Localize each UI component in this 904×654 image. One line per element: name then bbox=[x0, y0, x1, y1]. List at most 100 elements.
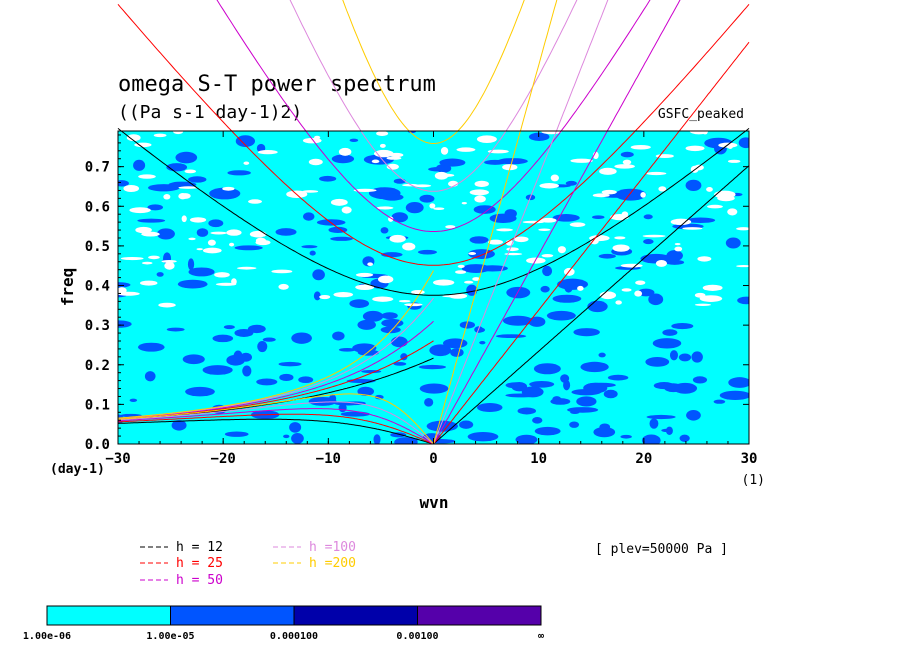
field-blob-medium bbox=[565, 180, 577, 186]
field-blob-medium bbox=[450, 348, 464, 357]
field-blob-medium bbox=[534, 426, 561, 436]
field-blob-medium bbox=[380, 227, 389, 234]
curve-h12-rossby bbox=[118, 418, 434, 444]
field-blob-medium bbox=[643, 214, 653, 220]
field-blob-medium bbox=[278, 361, 302, 367]
field-blob-medium bbox=[467, 431, 499, 442]
field-blob-low bbox=[432, 279, 455, 286]
field-blob-medium bbox=[692, 376, 708, 384]
field-blob-low bbox=[469, 189, 489, 196]
field-blob-medium bbox=[177, 279, 208, 289]
field-blob-medium bbox=[598, 253, 616, 259]
field-blob-low bbox=[614, 164, 635, 169]
x-tick-label: 10 bbox=[530, 451, 547, 467]
field-blob-low bbox=[389, 152, 404, 158]
x-axis: −30 −20 −10 0 10 20 30 bbox=[105, 131, 757, 467]
field-blob-low bbox=[402, 183, 419, 187]
field-blob-low bbox=[612, 244, 630, 252]
field-blob-medium bbox=[585, 382, 616, 388]
field-blob-medium bbox=[156, 272, 164, 277]
colorbar-bin bbox=[293, 605, 418, 626]
field-blob-medium bbox=[540, 285, 550, 293]
field-blob-low bbox=[487, 149, 509, 154]
field-blob-medium bbox=[725, 237, 741, 249]
chart-title: omega S-T power spectrum bbox=[118, 72, 436, 97]
field-blob-medium bbox=[156, 228, 175, 240]
field-blob-medium bbox=[533, 363, 561, 375]
field-blob-medium bbox=[390, 336, 408, 348]
field-blob-medium bbox=[567, 407, 599, 413]
y-unit-label: (day-1) bbox=[50, 462, 105, 477]
field-blob-medium bbox=[479, 340, 486, 345]
field-blob-medium bbox=[256, 378, 278, 386]
field-blob-low bbox=[184, 169, 197, 174]
field-blob-low bbox=[372, 296, 394, 302]
x-tick-label: −30 bbox=[105, 451, 130, 467]
field-blob-low bbox=[496, 228, 514, 232]
field-blob-medium bbox=[291, 432, 304, 444]
field-blob-medium bbox=[419, 383, 449, 394]
field-blob-low bbox=[163, 194, 171, 200]
field-blob-low bbox=[538, 228, 551, 231]
field-blob-low bbox=[189, 217, 207, 223]
field-blob-low bbox=[630, 144, 651, 150]
field-blob-low bbox=[398, 299, 411, 303]
field-blob-medium bbox=[649, 418, 659, 429]
field-blob-medium bbox=[563, 379, 571, 391]
field-blob-medium bbox=[587, 300, 608, 313]
field-blob-medium bbox=[129, 398, 138, 402]
field-blob-medium bbox=[466, 284, 478, 296]
curve-h12-kelvin bbox=[433, 165, 750, 444]
field-blob-medium bbox=[424, 398, 434, 407]
field-blob-medium bbox=[209, 187, 241, 200]
field-blob-low bbox=[672, 220, 684, 225]
field-blob-medium bbox=[719, 390, 749, 400]
field-blob-medium bbox=[532, 416, 543, 424]
field-blob-low bbox=[376, 206, 394, 210]
field-blob-low bbox=[153, 133, 167, 138]
curve-h25-rossby bbox=[118, 413, 434, 444]
field-blob-medium bbox=[603, 389, 618, 399]
field-blob-medium bbox=[515, 434, 538, 444]
field-blob-low bbox=[539, 183, 560, 189]
field-blob-low bbox=[717, 195, 735, 202]
field-blob-medium bbox=[418, 364, 447, 370]
field-blob-low bbox=[592, 193, 610, 198]
field-blob-low bbox=[210, 231, 228, 235]
field-blob-low bbox=[161, 259, 177, 263]
x-tick-label: −20 bbox=[211, 451, 236, 467]
field-blob-medium bbox=[312, 269, 325, 281]
legend-label: h = 25 bbox=[176, 556, 223, 571]
field-blob-medium bbox=[212, 334, 234, 343]
field-blob-low bbox=[727, 159, 741, 163]
field-blob-medium bbox=[275, 228, 297, 236]
field-blob-medium bbox=[592, 215, 605, 220]
x-tick-label: 20 bbox=[635, 451, 652, 467]
field-blob-medium bbox=[303, 212, 315, 221]
y-tick-label: 0.1 bbox=[85, 397, 110, 413]
field-blob-medium bbox=[713, 399, 726, 404]
curve-h100-gravity bbox=[289, 0, 578, 192]
field-blob-medium bbox=[226, 354, 245, 366]
field-blob-medium bbox=[185, 386, 215, 397]
field-blob-low bbox=[355, 272, 374, 277]
field-blob-medium bbox=[679, 434, 690, 442]
field-blob-low bbox=[502, 164, 518, 171]
field-blob-medium bbox=[244, 329, 252, 335]
field-blob-low bbox=[231, 278, 237, 286]
field-blob-medium bbox=[417, 249, 437, 255]
field-blob-low bbox=[736, 227, 749, 231]
power-field bbox=[118, 131, 749, 444]
field-blob-low bbox=[402, 242, 416, 251]
curve-h200-mrg bbox=[118, 270, 434, 419]
field-blob-medium bbox=[393, 362, 407, 366]
field-blob-low bbox=[248, 199, 262, 204]
level-annotation: [ plev=50000 Pa ] bbox=[595, 542, 728, 557]
field-blob-low bbox=[308, 158, 323, 166]
field-blob-low bbox=[557, 246, 566, 254]
field-blob-medium bbox=[429, 344, 452, 357]
field-blob-medium bbox=[405, 201, 424, 214]
field-blob-medium bbox=[506, 286, 531, 299]
field-blob-medium bbox=[469, 236, 489, 244]
